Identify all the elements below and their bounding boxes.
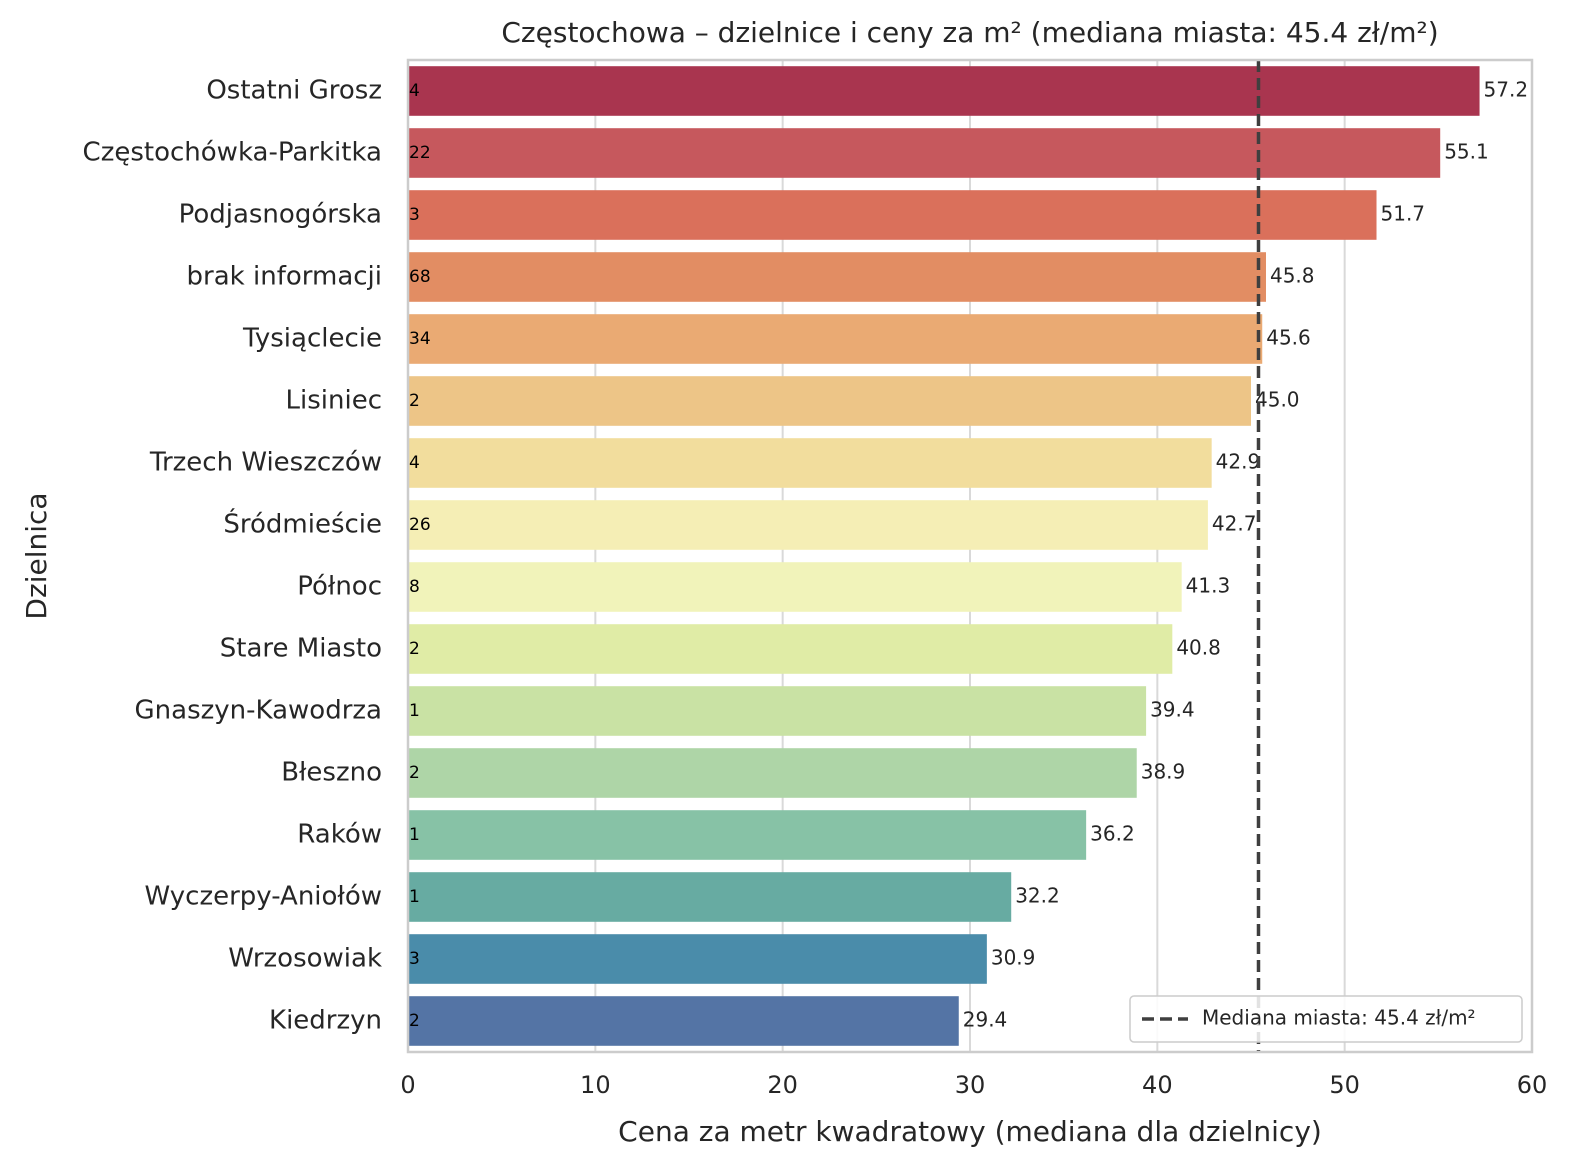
value-label: 30.9 [991, 946, 1036, 970]
bar [408, 376, 1251, 426]
bar [408, 748, 1137, 798]
count-label: 68 [409, 267, 431, 287]
y-tick-label: Wrzosowiak [228, 944, 382, 974]
x-tick-label: 60 [1517, 1071, 1548, 1099]
bar [408, 996, 959, 1046]
y-tick-label: Lisiniec [286, 386, 382, 416]
y-tick-label: Błeszno [281, 758, 382, 788]
bar [408, 624, 1173, 674]
value-label: 41.3 [1186, 574, 1231, 598]
count-label: 3 [409, 949, 420, 969]
plot-frame [406, 58, 1534, 1054]
count-label: 34 [409, 329, 431, 349]
count-label: 2 [409, 763, 420, 783]
bar [408, 252, 1266, 302]
y-tick-label: Kiedrzyn [269, 1006, 382, 1036]
x-axis-title: Cena za metr kwadratowy (mediana dla dzi… [618, 1115, 1322, 1148]
bar [408, 934, 987, 984]
y-tick-label: Śródmieście [223, 508, 382, 540]
y-tick-label: Trzech Wieszczów [149, 448, 382, 478]
count-label: 2 [409, 639, 420, 659]
count-label: 1 [409, 887, 420, 907]
y-tick-label: Tysiąclecie [242, 324, 382, 354]
y-tick-label: Gnaszyn-Kawodrza [135, 696, 382, 726]
count-label: 4 [409, 453, 420, 473]
bar [408, 128, 1441, 178]
y-tick-label: Raków [297, 820, 382, 850]
value-label: 39.4 [1150, 698, 1195, 722]
value-label: 36.2 [1090, 822, 1135, 846]
value-label: 40.8 [1176, 636, 1221, 660]
value-label: 42.7 [1212, 512, 1257, 536]
chart-title: Częstochowa – dzielnice i ceny za m² (me… [501, 16, 1438, 49]
x-tick-label: 10 [580, 1071, 611, 1099]
count-label: 8 [409, 577, 420, 597]
count-label: 2 [409, 391, 420, 411]
bar [408, 190, 1377, 240]
legend-box [1129, 995, 1523, 1043]
value-label: 45.6 [1266, 326, 1311, 350]
value-label: 45.0 [1255, 388, 1300, 412]
legend-label: Mediana miasta: 45.4 zł/m² [1202, 1006, 1476, 1030]
x-tick-label: 0 [400, 1071, 415, 1099]
x-tick-label: 40 [1142, 1071, 1173, 1099]
count-label: 2 [409, 1011, 420, 1031]
bar [408, 810, 1087, 860]
bar [408, 562, 1182, 612]
count-label: 4 [409, 81, 420, 101]
y-tick-label: Wyczerpy-Aniołów [145, 882, 382, 912]
y-tick-label: Częstochówka-Parkitka [83, 138, 382, 168]
count-label: 1 [409, 701, 420, 721]
y-axis-title: Dzielnica [20, 492, 53, 619]
bar [408, 438, 1212, 488]
y-tick-label: Ostatni Grosz [206, 76, 382, 106]
count-label: 26 [409, 515, 431, 535]
value-label: 51.7 [1381, 202, 1426, 226]
value-label: 45.8 [1270, 264, 1315, 288]
y-tick-label: brak informacji [187, 262, 382, 292]
value-label: 57.2 [1484, 78, 1529, 102]
count-label: 1 [409, 825, 420, 845]
x-tick-label: 20 [767, 1071, 798, 1099]
count-label: 22 [409, 143, 431, 163]
bar [408, 500, 1208, 550]
value-label: 42.9 [1216, 450, 1261, 474]
value-label: 29.4 [963, 1008, 1008, 1032]
value-label: 38.9 [1141, 760, 1186, 784]
x-tick-label: 50 [1329, 1071, 1360, 1099]
bar [408, 686, 1147, 736]
y-tick-label: Stare Miasto [220, 634, 382, 664]
x-tick-label: 30 [955, 1071, 986, 1099]
value-label: 55.1 [1444, 140, 1489, 164]
count-label: 3 [409, 205, 420, 225]
y-tick-label: Północ [297, 572, 382, 602]
bar [408, 66, 1480, 116]
value-label: 32.2 [1015, 884, 1060, 908]
bar [408, 872, 1012, 922]
y-tick-label: Podjasnogórska [179, 200, 382, 230]
bar [408, 314, 1263, 364]
